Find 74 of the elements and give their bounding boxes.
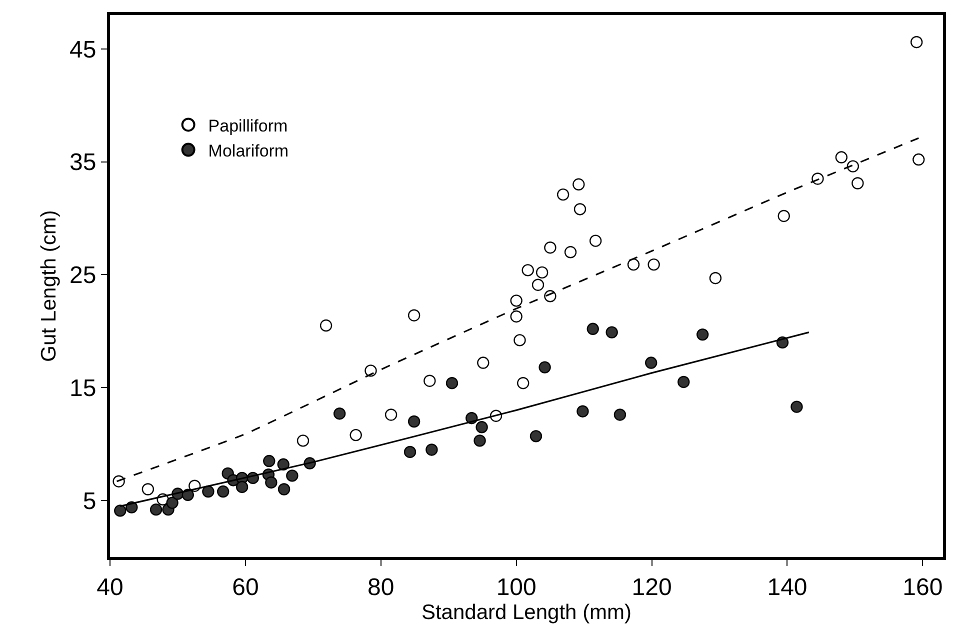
point	[696, 328, 709, 341]
point	[476, 421, 488, 434]
point	[202, 485, 214, 498]
point	[645, 356, 658, 369]
x-tick-label: 100	[496, 574, 536, 601]
y-tick-label: 25	[69, 262, 96, 290]
point	[556, 188, 570, 201]
point	[912, 153, 925, 166]
point	[142, 483, 154, 496]
x-tick-label: 120	[632, 574, 672, 601]
point	[477, 356, 490, 369]
point	[614, 408, 626, 421]
point	[589, 234, 602, 247]
point	[532, 278, 544, 291]
point	[852, 177, 864, 190]
point	[576, 405, 589, 418]
point	[320, 319, 332, 332]
point	[709, 272, 722, 284]
point	[426, 444, 438, 456]
point	[510, 294, 522, 307]
y-axis-title: Gut Length (cm)	[38, 210, 61, 362]
point	[404, 446, 416, 458]
point	[446, 377, 458, 390]
point	[536, 266, 548, 279]
point	[114, 504, 126, 517]
y-tick-label: 45	[69, 36, 96, 64]
point	[265, 476, 278, 489]
point	[510, 310, 522, 323]
point	[522, 264, 534, 276]
point	[835, 151, 848, 164]
point	[846, 160, 860, 172]
point	[586, 322, 599, 336]
point	[474, 434, 486, 447]
y-tick-label: 5	[82, 488, 96, 515]
point	[544, 242, 556, 254]
x-tick-label: 40	[96, 574, 124, 601]
point	[606, 326, 618, 338]
point	[350, 428, 362, 442]
point	[648, 258, 660, 271]
point	[408, 415, 420, 428]
legend-label: Molariform	[208, 141, 289, 160]
x-tick-label: 60	[232, 574, 259, 601]
y-tick-label: 35	[69, 149, 96, 176]
point	[278, 483, 290, 496]
point	[517, 377, 530, 390]
point	[236, 480, 248, 494]
point	[263, 454, 276, 468]
point	[333, 408, 346, 420]
point	[564, 246, 577, 258]
point	[296, 434, 310, 447]
point	[678, 376, 690, 388]
point	[627, 258, 640, 271]
point	[424, 374, 436, 387]
point	[384, 408, 398, 421]
point	[217, 485, 230, 498]
point	[574, 203, 586, 216]
point	[286, 470, 298, 482]
x-tick-label: 140	[767, 574, 808, 601]
point	[166, 496, 178, 509]
point	[514, 334, 526, 346]
x-tick-label: 160	[902, 574, 943, 601]
point	[572, 178, 585, 190]
x-tick-label: 80	[368, 574, 394, 601]
point	[408, 309, 420, 322]
point	[530, 430, 542, 442]
point	[790, 400, 803, 413]
x-axis-title: Standard Length (mm)	[421, 600, 632, 624]
point	[538, 361, 551, 374]
point	[150, 503, 162, 516]
point	[910, 36, 923, 48]
legend-label: Papilliform	[208, 116, 288, 136]
point	[364, 364, 377, 377]
point	[778, 210, 790, 222]
y-tick-label: 15	[69, 375, 96, 402]
